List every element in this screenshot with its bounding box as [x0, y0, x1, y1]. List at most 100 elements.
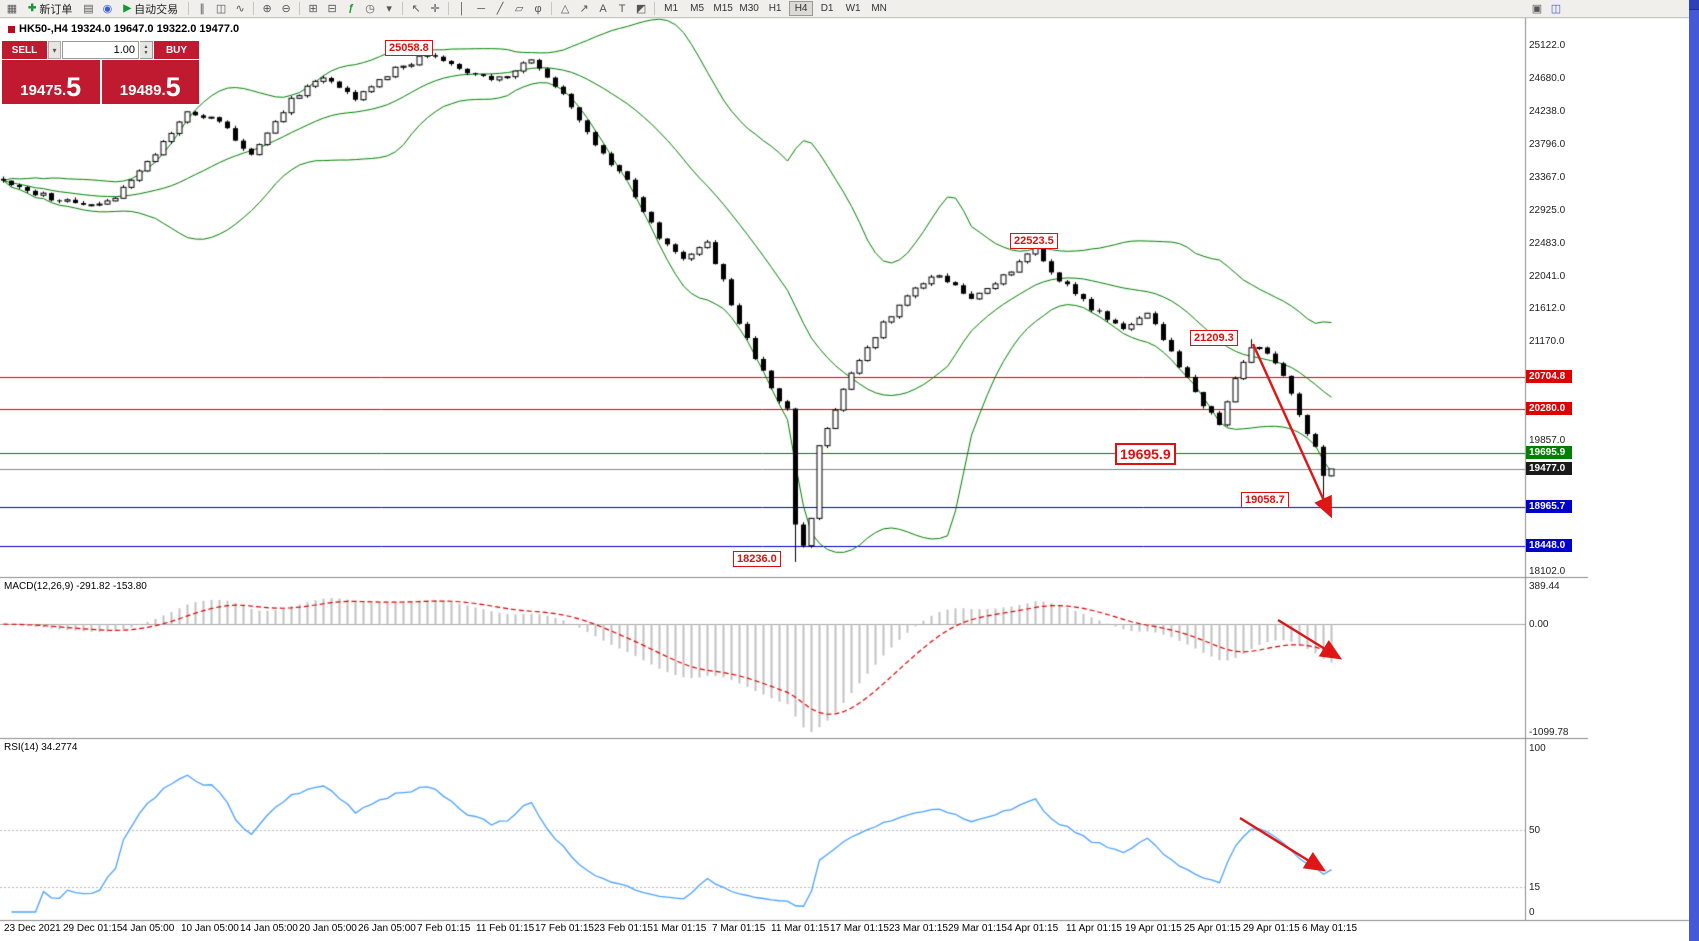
cascade-windows-icon[interactable]: ⊟ — [327, 3, 337, 15]
text-label-tool-icon[interactable]: T — [618, 2, 626, 15]
time-axis-label: 4 Apr 01:15 — [1007, 923, 1059, 934]
sell-price-pips: 5 — [66, 72, 82, 102]
fibonacci-tool-icon[interactable]: φ — [534, 2, 542, 15]
price-axis-tick: 25122.0 — [1529, 40, 1566, 51]
price-axis-tick: 18102.0 — [1529, 566, 1566, 577]
timeframe-toolbar: M1 M5 M15 M30 H1 H4 D1 W1 MN — [659, 1, 891, 16]
line-chart-icon[interactable]: ∿ — [235, 3, 245, 15]
tile-windows-icon[interactable]: ⊞ — [308, 3, 318, 15]
timeframe-button-m1[interactable]: M1 — [659, 1, 683, 16]
buy-button[interactable]: BUY — [154, 41, 199, 59]
arrow-tool-icon[interactable]: ↗ — [579, 3, 589, 15]
trade-top-row: SELL ▾ ▲▼ BUY — [2, 41, 199, 59]
rsi-axis-tick: 100 — [1529, 743, 1546, 754]
price-line-marker: 20280.0 — [1526, 401, 1572, 415]
macd-axis-tick: -1099.78 — [1529, 727, 1569, 738]
macd-indicator-label: MACD(12,26,9) -291.82 -153.80 — [4, 581, 147, 592]
vertical-scrollbar[interactable] — [1689, 0, 1699, 941]
volume-input[interactable] — [62, 41, 139, 59]
cursor-icon[interactable]: ↖ — [411, 3, 421, 15]
annotation-label: 19058.7 — [1241, 492, 1289, 508]
time-axis-label: 4 Jan 05:00 — [122, 923, 175, 934]
time-axis-label: 7 Feb 01:15 — [417, 923, 471, 934]
symbol-ohlc-header: HK50-,H4 19324.0 19647.0 19322.0 19477.0 — [8, 23, 239, 35]
annotation-label: 19695.9 — [1115, 443, 1176, 465]
time-axis-label: 7 Mar 01:15 — [712, 923, 766, 934]
price-line-marker: 19477.0 — [1526, 461, 1572, 475]
price-line-marker: 20704.8 — [1526, 369, 1572, 383]
step-up-icon[interactable]: ▲ — [143, 44, 149, 50]
toolbar-separator — [654, 2, 656, 15]
new-chart-icon[interactable]: ▦ — [6, 3, 18, 15]
order-options-caret-icon[interactable]: ▾ — [48, 41, 61, 59]
time-axis-label: 23 Dec 2021 — [4, 923, 61, 934]
rsi-axis-tick: 0 — [1529, 907, 1535, 918]
price-axis-tick: 22483.0 — [1529, 237, 1566, 249]
period-clock-icon[interactable]: ◷ — [365, 3, 375, 15]
price-line-marker: 18448.0 — [1526, 539, 1572, 553]
candlestick-chart-icon[interactable]: ◫ — [215, 3, 227, 15]
toolbar-separator — [188, 2, 190, 15]
rsi-axis-tick: 50 — [1529, 825, 1541, 836]
buy-price: 19489. — [119, 82, 166, 99]
annotation-label: 21209.3 — [1190, 330, 1238, 346]
timeframe-button-h4[interactable]: H4 — [789, 1, 814, 16]
timeframe-button-mn[interactable]: MN — [867, 1, 891, 16]
channel-tool-icon[interactable]: ▱ — [514, 3, 524, 15]
zoom-out-icon[interactable]: ⊖ — [281, 3, 291, 15]
annotation-label: 22523.5 — [1010, 233, 1058, 249]
price-axis-tick: 19857.0 — [1529, 434, 1566, 446]
timeframe-button-h1[interactable]: H1 — [763, 1, 787, 16]
buy-price-button[interactable]: 19489. 5 — [101, 60, 199, 104]
step-down-icon[interactable]: ▼ — [143, 50, 149, 56]
new-order-button[interactable]: ✚ 新订单 — [22, 1, 78, 17]
bar-chart-icon[interactable]: ∥ — [199, 3, 205, 15]
annotation-label: 25058.8 — [385, 40, 433, 56]
plus-icon: ✚ — [28, 3, 37, 14]
time-axis-label: 26 Jan 05:00 — [358, 923, 416, 934]
chart-list-icon[interactable]: ▣ — [1531, 3, 1543, 15]
market-watch-icon[interactable]: ◉ — [102, 3, 113, 15]
time-axis-label: 20 Jan 05:00 — [299, 923, 357, 934]
volume-stepper[interactable]: ▲ ▼ — [140, 41, 153, 59]
timeframe-button-w1[interactable]: W1 — [841, 1, 865, 16]
timeframe-button-m5[interactable]: M5 — [685, 1, 709, 16]
auto-trading-label: 自动交易 — [134, 3, 179, 16]
ohlc-text: HK50-,H4 19324.0 19647.0 19322.0 19477.0 — [19, 23, 240, 35]
new-order-label: 新订单 — [39, 3, 73, 16]
time-axis-label: 29 Apr 01:15 — [1243, 923, 1300, 934]
timeframe-button-m15[interactable]: M15 — [711, 1, 735, 16]
palette-icon[interactable]: ◩ — [635, 3, 647, 15]
indicators-icon[interactable]: ƒ — [348, 3, 354, 14]
zoom-in-icon[interactable]: ⊕ — [262, 3, 272, 15]
shapes-tool-icon[interactable]: △ — [560, 3, 570, 15]
price-line-marker: 19695.9 — [1526, 445, 1572, 459]
price-line-marker: 18965.7 — [1526, 500, 1572, 514]
sell-button[interactable]: SELL — [2, 41, 47, 59]
trendline-tool-icon[interactable]: ╱ — [496, 3, 504, 15]
time-axis-label: 11 Feb 01:15 — [476, 923, 535, 934]
vertical-line-tool-icon[interactable]: │ — [458, 2, 466, 15]
time-axis-label: 23 Feb 01:15 — [594, 923, 653, 934]
templates-icon[interactable]: ▾ — [386, 3, 392, 15]
crosshair-icon[interactable]: ✛ — [430, 3, 440, 15]
one-click-trading-panel: SELL ▾ ▲▼ BUY 19475. 5 19489. 5 — [2, 41, 199, 104]
font-tool-icon[interactable]: A — [599, 2, 607, 15]
window-dock-icon[interactable]: ◫ — [1550, 3, 1562, 15]
sell-price: 19475. — [20, 82, 67, 99]
profiles-icon[interactable]: ▤ — [83, 3, 94, 15]
macd-axis-tick: 0.00 — [1529, 619, 1549, 631]
toolbar-separator — [253, 2, 255, 15]
time-axis-label: 29 Dec 01:15 — [63, 923, 123, 934]
horizontal-line-tool-icon[interactable]: ─ — [477, 2, 485, 15]
time-axis-label: 10 Jan 05:00 — [181, 923, 239, 934]
timeframe-button-d1[interactable]: D1 — [815, 1, 839, 16]
timeframe-button-m30[interactable]: M30 — [737, 1, 761, 16]
sell-price-button[interactable]: 19475. 5 — [2, 60, 100, 104]
scroll-up-button[interactable] — [1689, 0, 1699, 10]
time-axis-label: 11 Mar 01:15 — [771, 923, 830, 934]
auto-trading-button[interactable]: ▶ 自动交易 — [117, 1, 184, 17]
toolbar-separator — [448, 2, 450, 15]
